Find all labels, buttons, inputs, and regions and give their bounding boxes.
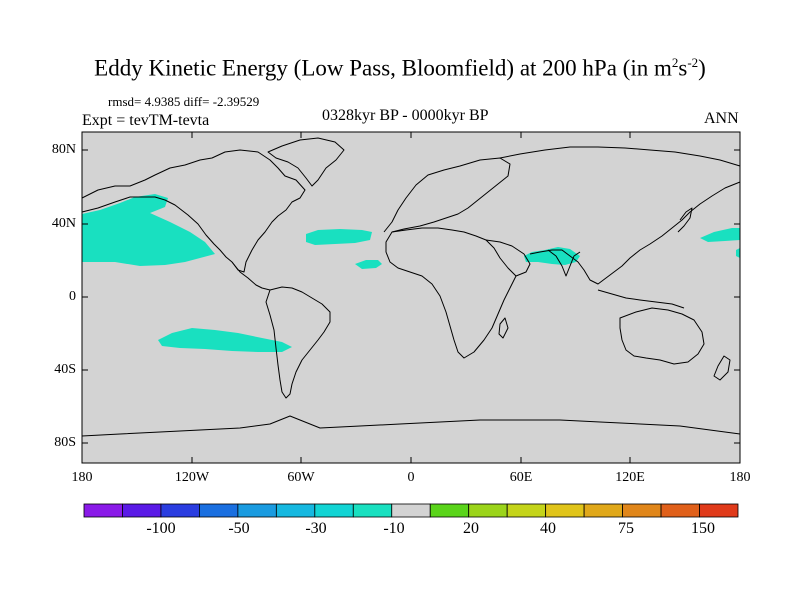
colorbar-swatch <box>237 503 277 518</box>
patch-north-atlantic <box>306 229 372 245</box>
lat-label-0: 0 <box>69 289 76 304</box>
colorbar-swatch <box>622 503 662 518</box>
colorbar-swatch <box>160 503 200 518</box>
season-label: ANN <box>704 110 739 127</box>
axis-ticks <box>81 132 741 463</box>
coast-indonesia <box>597 289 685 309</box>
colorbar-swatch <box>199 503 239 518</box>
anomaly-patches <box>82 194 740 352</box>
lon-label-0: 0 <box>407 470 415 485</box>
colorbar-label: 75 <box>618 520 634 537</box>
coast-antarctica <box>81 415 741 437</box>
coast-greenland <box>267 137 345 187</box>
lon-label-180w: 180 <box>71 470 93 485</box>
coast-australia <box>619 307 705 365</box>
patch-arabia-india <box>524 247 580 265</box>
experiment-label: Expt = tevTM-tevta <box>82 112 210 129</box>
colorbar-label: 150 <box>691 520 715 537</box>
patch-south-pacific <box>158 328 292 352</box>
lat-label-80s: 80S <box>54 435 76 450</box>
coast-north-america <box>81 149 306 273</box>
stats-label: rmsd= 4.9385 diff= -2.39529 <box>108 94 260 109</box>
coastlines <box>81 137 741 437</box>
coast-europe <box>383 157 511 233</box>
colorbar-swatch <box>391 503 431 518</box>
coast-central-america <box>231 261 271 291</box>
colorbar-swatch <box>468 503 508 518</box>
lon-label-60e: 60E <box>509 470 533 485</box>
colorbar-label: 20 <box>463 520 479 537</box>
coast-madagascar <box>498 317 509 339</box>
coast-arabia <box>485 239 531 277</box>
lat-label-80n: 80N <box>51 142 76 157</box>
colorbar-label: -50 <box>228 520 250 537</box>
colorbar-swatch <box>545 503 585 518</box>
colorbar-swatch <box>429 503 470 518</box>
colorbar-swatch <box>352 503 393 518</box>
colorbar <box>83 503 739 518</box>
patch-west-pacific <box>700 228 740 242</box>
colorbar-swatch <box>506 503 547 518</box>
lat-label-40n: 40N <box>51 216 76 231</box>
period-label: 0328kyr BP - 0000kyr BP <box>322 107 489 124</box>
coast-japan <box>677 207 693 233</box>
colorbar-swatch <box>275 503 316 518</box>
colorbar-swatch <box>660 503 700 518</box>
colorbar-label: -30 <box>305 520 327 537</box>
patch-date-line-east <box>736 248 740 258</box>
colorbar-swatch <box>583 503 623 518</box>
coast-asia <box>499 146 741 285</box>
plot-title: Eddy Kinetic Energy (Low Pass, Bloomfiel… <box>94 55 706 81</box>
coast-india <box>547 249 581 277</box>
colorbar-label: -10 <box>383 520 405 537</box>
coast-south-america <box>265 286 331 399</box>
colorbar-swatch <box>83 503 123 518</box>
coast-new-zealand <box>713 355 731 381</box>
lat-label-40s: 40S <box>54 362 76 377</box>
colorbar-swatch <box>314 503 354 518</box>
patch-north-pacific <box>82 194 215 266</box>
colorbar-label: 40 <box>540 520 556 537</box>
lon-label-120w: 120W <box>174 470 210 485</box>
map-background <box>82 132 740 463</box>
lon-label-120e: 120E <box>615 470 645 485</box>
lon-label-180e: 180 <box>729 470 751 485</box>
lon-label-60w: 60W <box>287 470 315 485</box>
colorbar-label: -100 <box>146 520 176 537</box>
colorbar-swatch <box>699 503 739 518</box>
colorbar-swatch <box>122 503 162 518</box>
patch-subtropical-atlantic <box>355 260 382 269</box>
coast-africa <box>385 227 517 359</box>
